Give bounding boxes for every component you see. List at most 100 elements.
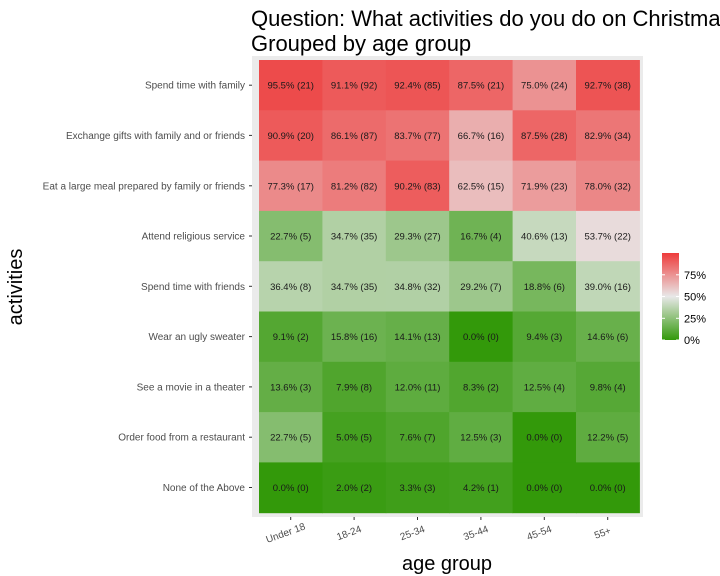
cell-label: 3.3% (3)	[400, 483, 436, 494]
legend-colorbar	[662, 253, 679, 340]
heatmap-cell	[322, 210, 387, 262]
cell-label: 7.9% (8)	[336, 382, 372, 393]
heatmap-cell	[385, 311, 450, 363]
cell-label: 92.4% (85)	[394, 81, 440, 92]
y-tick-label: Eat a large meal prepared by family or f…	[43, 181, 245, 192]
cell-label: 29.2% (7)	[460, 282, 501, 293]
cell-label: 77.3% (17)	[267, 181, 313, 192]
heatmap-cell	[385, 462, 450, 514]
heatmap-cell	[322, 412, 387, 463]
heatmap-cell	[322, 60, 387, 111]
cell-label: 0.0% (0)	[526, 433, 562, 444]
chart-title-line-2: Grouped by age group	[251, 31, 471, 56]
legend-tick-label: 50%	[684, 292, 706, 304]
heatmap-cell	[259, 261, 323, 312]
cell-label: 16.7% (4)	[460, 232, 501, 243]
heatmap-cell	[449, 412, 514, 463]
heatmap-cell	[259, 412, 323, 463]
heatmap-cell	[322, 311, 387, 363]
heatmap-cell	[449, 261, 514, 312]
cell-label: 95.5% (21)	[267, 81, 313, 92]
heatmap-cell	[576, 210, 640, 262]
cell-label: 15.8% (16)	[331, 332, 377, 343]
cell-label: 9.8% (4)	[590, 382, 626, 393]
heatmap-cell	[385, 210, 450, 262]
heatmap-cell	[512, 261, 577, 312]
heatmap-cell	[259, 361, 323, 413]
heatmap-cell	[259, 210, 323, 262]
heatmap-cells: 95.5% (21) 91.1% (92) 92.4% (85) 87.5% (21)…	[259, 60, 640, 514]
cell-label: 36.4% (8)	[270, 282, 311, 293]
heatmap-cell	[322, 361, 387, 413]
cell-label: 9.4% (3)	[526, 332, 562, 343]
heatmap-cell	[512, 311, 577, 363]
heatmap-cell	[576, 462, 640, 514]
cell-label: 90.2% (83)	[394, 181, 440, 192]
cell-label: 40.6% (13)	[521, 232, 567, 243]
heatmap-cell	[385, 412, 450, 463]
cell-label: 91.1% (92)	[331, 81, 377, 92]
legend-tick-label: 25%	[684, 313, 706, 325]
cell-label: 0.0% (0)	[273, 483, 309, 494]
y-tick-label: Attend religious service	[142, 232, 246, 243]
legend-tick-label: 0%	[684, 335, 700, 347]
heatmap-cell	[259, 60, 323, 111]
cell-label: 18.8% (6)	[524, 282, 565, 293]
x-axis-title: age group	[402, 553, 492, 575]
cell-label: 83.7% (77)	[394, 131, 440, 142]
x-tick-label: 18-24	[335, 524, 363, 543]
heatmap-cell	[322, 261, 387, 312]
cell-label: 5.0% (5)	[336, 433, 372, 444]
cell-label: 82.9% (34)	[584, 131, 630, 142]
heatmap-cell	[385, 160, 450, 212]
cell-label: 71.9% (23)	[521, 181, 567, 192]
cell-label: 75.0% (24)	[521, 81, 567, 92]
heatmap-cell	[512, 110, 577, 162]
x-tick-label: Under 18	[265, 521, 308, 546]
heatmap-cell	[512, 412, 577, 463]
cell-label: 0.0% (0)	[463, 332, 499, 343]
cell-label: 81.2% (82)	[331, 181, 377, 192]
cell-label: 87.5% (28)	[521, 131, 567, 142]
heatmap-cell	[259, 311, 323, 363]
heatmap-cell	[259, 462, 323, 514]
heatmap-cell	[576, 412, 640, 463]
x-tick-label: 55+	[593, 526, 613, 542]
x-tick-label: 45-54	[526, 524, 554, 543]
cell-label: 14.1% (13)	[394, 332, 440, 343]
cell-label: 0.0% (0)	[526, 483, 562, 494]
x-tick-label: 25-34	[399, 524, 427, 543]
cell-label: 0.0% (0)	[590, 483, 626, 494]
color-legend: 0% 25% 50% 75%	[662, 253, 706, 347]
cell-label: 7.6% (7)	[400, 433, 436, 444]
heatmap-cell	[512, 462, 577, 514]
heatmap-cell	[576, 110, 640, 162]
heatmap-cell	[259, 110, 323, 162]
cell-label: 12.0% (11)	[395, 382, 441, 393]
cell-label: 39.0% (16)	[584, 282, 630, 293]
heatmap-cell	[449, 110, 514, 162]
heatmap-cell	[512, 361, 577, 413]
x-tick-labels: Under 18 18-24 25-34 35-44 45-54 55+	[265, 517, 613, 546]
cell-label: 86.1% (87)	[331, 131, 377, 142]
cell-label: 9.1% (2)	[273, 332, 309, 343]
heatmap-cell	[449, 210, 514, 262]
cell-label: 78.0% (32)	[584, 181, 630, 192]
heatmap-cell	[449, 160, 514, 212]
cell-label: 22.7% (5)	[270, 433, 311, 444]
cell-label: 34.7% (35)	[331, 282, 377, 293]
heatmap-cell	[576, 60, 640, 111]
heatmap-cell	[449, 60, 514, 111]
cell-label: 14.6% (6)	[587, 332, 628, 343]
x-tick-label: 35-44	[462, 524, 490, 543]
heatmap-cell	[322, 160, 387, 212]
heatmap-cell	[576, 361, 640, 413]
y-tick-label: None of the Above	[163, 483, 246, 494]
y-tick-label: See a movie in a theater	[137, 382, 246, 393]
heatmap-cell	[576, 160, 640, 212]
heatmap-cell	[449, 361, 514, 413]
heatmap-cell	[576, 311, 640, 363]
heatmap-cell	[322, 462, 387, 514]
cell-label: 87.5% (21)	[458, 81, 504, 92]
